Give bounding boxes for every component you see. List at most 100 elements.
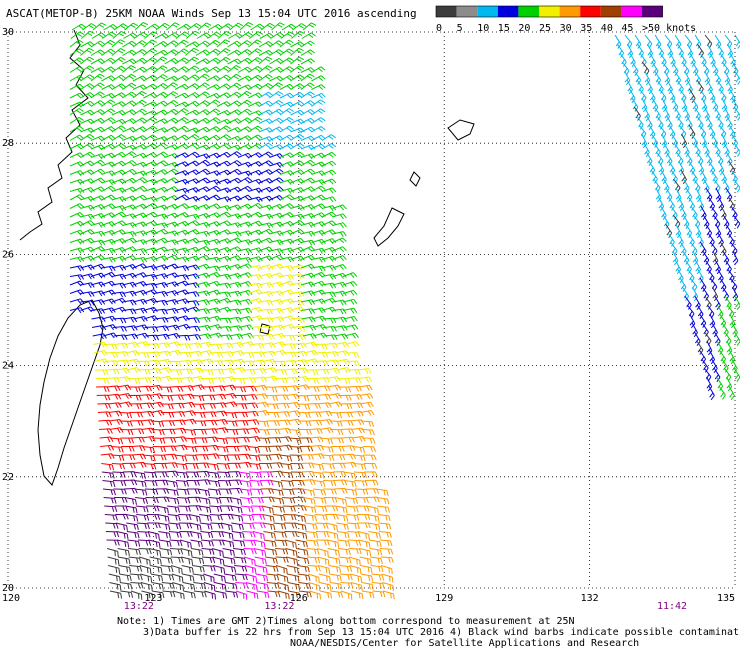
wind-barb — [192, 412, 206, 418]
wind-barb — [185, 220, 200, 226]
wind-barb — [69, 48, 84, 56]
wind-barb — [304, 522, 318, 530]
wind-barb — [80, 56, 95, 65]
wind-barb — [321, 306, 337, 313]
lat-lon-grid — [7, 31, 736, 589]
wind-barb — [207, 488, 221, 496]
wind-barb — [218, 488, 232, 495]
wind-barb — [247, 446, 261, 453]
wind-barb — [248, 169, 263, 176]
wind-barb — [279, 454, 293, 462]
wind-barb — [208, 343, 223, 350]
wind-barb — [259, 471, 273, 478]
wind-barb — [313, 343, 328, 350]
wind-barb — [300, 49, 316, 56]
wind-barb — [255, 573, 269, 582]
wind-barb — [164, 203, 179, 210]
legend-label: 45 — [621, 23, 633, 34]
wind-barb — [162, 590, 176, 598]
wind-barb — [279, 161, 295, 168]
wind-barb — [69, 83, 85, 90]
wind-barb — [121, 446, 135, 452]
wind-barb — [677, 232, 684, 248]
wind-barb — [156, 505, 169, 514]
wind-barb — [324, 505, 339, 512]
wind-barb — [185, 74, 200, 82]
wind-barb — [300, 159, 316, 167]
wind-barb — [195, 100, 210, 107]
wind-barb — [144, 480, 158, 487]
wind-barb — [191, 556, 205, 565]
wind-barb — [306, 386, 320, 392]
wind-barb — [125, 514, 139, 522]
wind-barb — [196, 32, 211, 39]
wind-barb — [194, 437, 208, 444]
wind-barb — [709, 313, 716, 329]
wind-barb — [351, 436, 366, 442]
wind-barb — [728, 124, 736, 139]
wind-barb — [376, 497, 390, 505]
wind-barb — [168, 369, 183, 375]
wind-barb — [343, 316, 358, 322]
wind-barb — [289, 446, 303, 453]
wind-barb — [296, 556, 310, 565]
wind-barb — [184, 454, 198, 461]
wind-barb — [143, 125, 158, 133]
wind-barb — [701, 358, 709, 373]
wind-barb — [337, 539, 351, 547]
wind-barb — [354, 480, 368, 487]
wind-barb — [326, 539, 340, 548]
wind-barb — [213, 410, 228, 417]
wind-barb — [175, 323, 191, 330]
wind-barb — [266, 420, 280, 426]
wind-barb — [90, 299, 106, 306]
wind-barb — [147, 522, 161, 529]
wind-barb — [69, 57, 84, 65]
wind-barb — [80, 220, 95, 226]
wind-barb — [128, 394, 142, 401]
footer-note-line2: 3)Data buffer is 22 hrs from Sep 13 15:0… — [143, 627, 740, 638]
wind-barb — [269, 221, 284, 228]
legend-swatch — [456, 6, 478, 17]
wind-barb — [174, 203, 190, 209]
wind-barb — [169, 539, 183, 547]
wind-barb — [107, 556, 120, 566]
wind-barb — [90, 263, 106, 270]
wind-barb — [81, 30, 95, 39]
pass-time-label: 11:42 — [657, 601, 687, 612]
wind-barb — [693, 142, 701, 157]
wind-barb — [69, 280, 85, 287]
wind-barb — [300, 73, 315, 82]
wind-barb — [174, 170, 190, 176]
wind-barb — [311, 315, 327, 322]
wind-barb — [250, 497, 264, 504]
wind-barb — [122, 49, 137, 56]
wind-barb — [223, 565, 237, 573]
wind-barb — [101, 212, 116, 219]
wind-barb — [279, 280, 295, 287]
wind-barb — [326, 376, 341, 383]
wind-barb — [302, 333, 317, 340]
wind-barb — [174, 75, 190, 82]
wind-barb — [111, 134, 126, 141]
wind-barb — [96, 394, 111, 401]
wind-barb — [272, 360, 287, 367]
legend-label: 25 — [539, 23, 551, 34]
wind-barb — [716, 304, 724, 319]
wind-barb — [143, 471, 157, 479]
wind-barb — [319, 582, 332, 591]
wind-barb — [109, 590, 123, 599]
wind-barb — [90, 159, 106, 167]
wind-barb — [122, 195, 137, 202]
wind-barb — [311, 66, 326, 73]
wind-barb — [253, 548, 267, 557]
wind-barb — [248, 178, 263, 185]
wind-barb — [332, 308, 347, 315]
wind-barb — [237, 108, 252, 116]
wind-barb — [317, 556, 330, 566]
wind-barb — [300, 91, 315, 99]
wind-barb — [633, 106, 641, 121]
wind-barb — [688, 160, 696, 175]
lon-label: 132 — [581, 593, 599, 604]
wind-barb — [232, 539, 246, 547]
